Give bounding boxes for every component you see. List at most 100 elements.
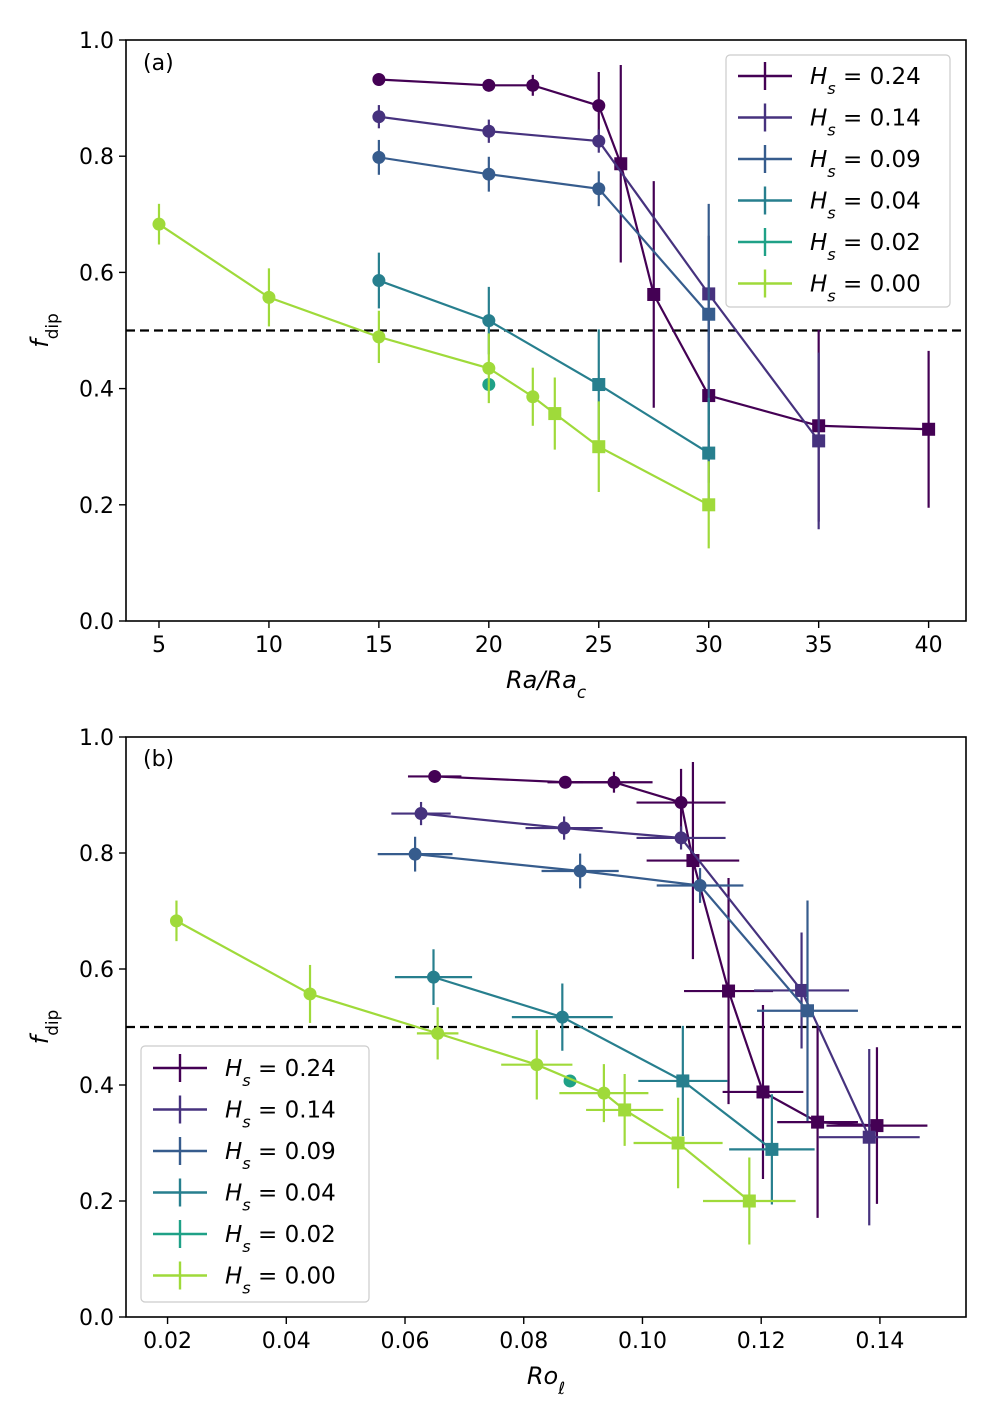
data-point-square [702,446,716,460]
legend-box [725,54,951,308]
legend-label-sub: s [242,1071,251,1090]
legend-label-var: H [225,1098,242,1124]
x-tick-label: 0.14 [855,1329,904,1354]
data-point-circle [558,775,572,789]
data-point-square [862,1130,876,1144]
data-point-square [800,1004,814,1018]
legend-label-value: = 0.09 [836,147,921,173]
data-point-circle [530,1058,544,1072]
legend-label-sub: s [827,286,836,305]
series-line [378,279,710,455]
x-tick-label: 0.06 [381,1329,430,1354]
y-axis-label-sub: dip [42,1010,62,1036]
y-tick-label: 1.0 [79,726,114,751]
x-tick-label: 10 [255,633,283,658]
x-axis-label: Roℓ [527,1362,565,1398]
legend-label-sub: s [827,120,836,139]
data-point-circle [597,1086,611,1100]
legend-label-sub: s [827,245,836,264]
data-point-circle [482,167,496,181]
y-tick-label: 0.0 [79,1306,114,1331]
legend-label: Hs = 0.09 [810,147,921,181]
data-point-square [592,378,606,392]
x-axis-label-main: Ro [527,1362,558,1390]
data-point-circle [372,73,386,87]
legend-item: Hs = 0.04 [738,186,921,222]
legend-label-var: H [225,1181,242,1207]
legend-item: Hs = 0.00 [153,1261,336,1297]
legend-label-value: = 0.04 [251,1181,336,1207]
legend-label-sub: s [242,1195,251,1214]
x-axis-label-sub: ℓ [557,1378,565,1398]
x-tick-label: 25 [585,633,613,658]
legend-label-var: H [810,106,827,132]
x-tick-label: 0.08 [499,1329,548,1354]
x-tick-label: 20 [475,633,503,658]
legend-label-value: = 0.00 [836,272,921,298]
legend-label-value: = 0.00 [251,1264,336,1290]
x-axis-label: Ra/Rac [506,666,586,702]
data-point-circle [303,987,317,1001]
data-point-circle [408,847,422,861]
legend-item: Hs = 0.14 [153,1095,336,1131]
legend-label-value: = 0.09 [251,1139,336,1165]
data-point-square [922,422,936,436]
data-point-circle [573,864,587,878]
data-point-square [671,1136,685,1150]
data-point-circle [372,330,386,344]
data-point-square [676,1074,690,1088]
series-0.00 [169,900,796,1245]
legend-label-var: H [810,147,827,173]
legend-label-var: H [810,230,827,256]
legend-label: Hs = 0.24 [225,1056,336,1090]
data-point-square [722,984,736,998]
data-point-circle [372,274,386,288]
data-point-square [811,1115,825,1129]
legend-item: Hs = 0.14 [738,103,921,139]
data-point-circle [592,134,606,148]
legend-label: Hs = 0.09 [225,1139,336,1173]
legend-label-value: = 0.14 [836,106,921,132]
data-point-circle [592,182,606,196]
series-0.00 [152,203,716,549]
data-point-square [686,854,700,868]
legend-label-sub: s [242,1154,251,1173]
data-point-square [647,287,661,301]
data-point-square [592,440,606,454]
y-tick-label: 0.2 [79,494,114,519]
legend-label-var: H [225,1264,242,1290]
panel-label: (b) [143,747,174,772]
data-point-square [795,983,809,997]
legend-label-value: = 0.02 [836,230,921,256]
series-line [433,976,773,1151]
data-point-square [702,307,716,321]
data-point-square [756,1085,770,1099]
y-tick-label: 0.6 [79,958,114,983]
y-tick-label: 0.2 [79,1190,114,1215]
legend-label-var: H [225,1139,242,1165]
data-point-square [870,1119,884,1133]
legend-label: Hs = 0.24 [810,64,921,98]
y-tick-label: 0.0 [79,610,114,635]
y-tick-label: 0.4 [79,1074,114,1099]
x-tick-label: 0.12 [737,1329,786,1354]
data-point-circle [592,99,606,113]
data-point-circle [414,807,428,821]
data-point-circle [372,150,386,164]
x-tick-label: 0.02 [143,1329,192,1354]
legend-label-value: = 0.24 [251,1056,336,1082]
series-0.04 [394,949,815,1205]
panel-b: 0.02 0.04 0.06 0.08 0.10 0.12 0.14 0.0 0.2 0.4 0.6… [26,726,967,1398]
data-point-circle [152,217,166,231]
legend-label-sub: s [242,1237,251,1256]
legend-label: Hs = 0.00 [810,272,921,306]
legend-label-value: = 0.14 [251,1098,336,1124]
y-tick-label: 0.4 [79,378,114,403]
legend-item: Hs = 0.24 [738,62,921,98]
axes-frame [125,39,967,622]
legend-label-sub: s [242,1112,251,1131]
legend-item: Hs = 0.02 [153,1220,336,1256]
